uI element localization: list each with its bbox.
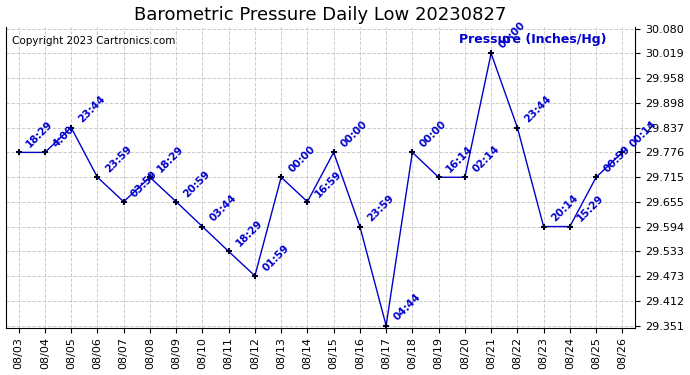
Text: 18:29: 18:29 [234, 218, 264, 249]
Text: 03:44: 03:44 [208, 193, 239, 224]
Text: Copyright 2023 Cartronics.com: Copyright 2023 Cartronics.com [12, 36, 175, 45]
Text: 00:00: 00:00 [339, 119, 370, 150]
Text: 01:59: 01:59 [260, 243, 291, 273]
Text: 04:44: 04:44 [392, 292, 422, 323]
Title: Barometric Pressure Daily Low 20230827: Barometric Pressure Daily Low 20230827 [135, 6, 506, 24]
Text: 00:00: 00:00 [418, 119, 448, 150]
Text: 02:14: 02:14 [471, 144, 501, 174]
Text: 20:14: 20:14 [549, 193, 580, 224]
Text: 4:00: 4:00 [50, 124, 76, 150]
Text: 15:29: 15:29 [575, 194, 606, 224]
Text: 23:44: 23:44 [77, 94, 108, 125]
Text: 00:14: 00:14 [628, 119, 658, 150]
Text: 00:00: 00:00 [497, 20, 527, 51]
Text: 23:59: 23:59 [103, 144, 133, 174]
Text: 18:29: 18:29 [24, 119, 55, 150]
Text: 23:44: 23:44 [523, 94, 553, 125]
Text: 16:14: 16:14 [444, 144, 475, 174]
Text: 16:59: 16:59 [313, 168, 344, 199]
Text: 03:59: 03:59 [129, 168, 159, 199]
Text: 23:59: 23:59 [366, 194, 396, 224]
Text: 00:59: 00:59 [602, 144, 632, 174]
Text: Pressure (Inches/Hg): Pressure (Inches/Hg) [459, 33, 607, 45]
Text: 00:00: 00:00 [287, 144, 317, 174]
Text: 20:59: 20:59 [181, 168, 212, 199]
Text: 18:29: 18:29 [155, 144, 186, 174]
